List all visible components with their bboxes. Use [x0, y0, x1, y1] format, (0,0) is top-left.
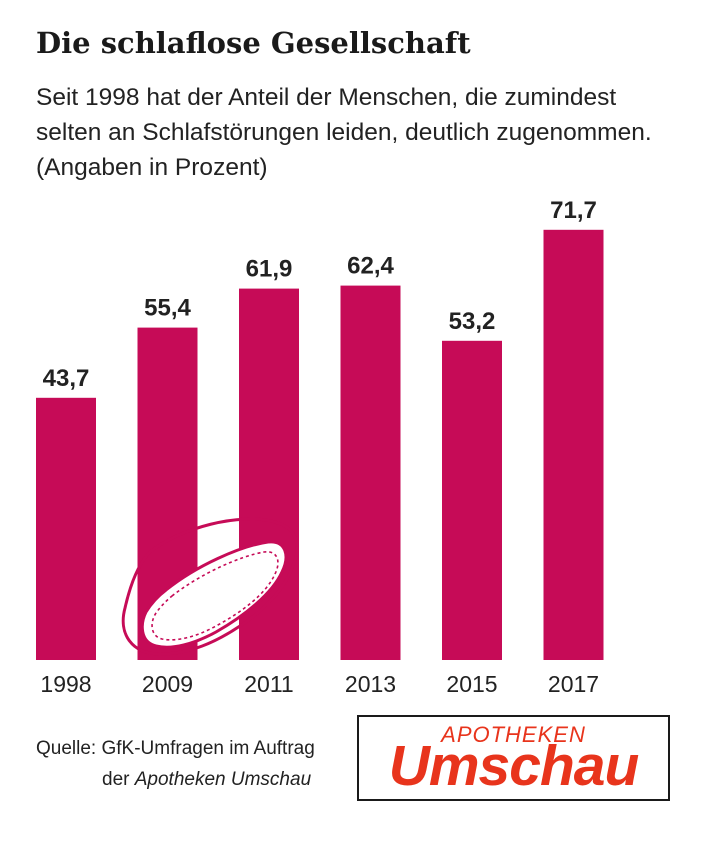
logo-top-text: APOTHEKEN — [441, 722, 586, 747]
x-tick-label-1998: 1998 — [40, 671, 91, 697]
sleep-mask-icon — [121, 517, 299, 656]
apotheken-umschau-logo: APOTHEKEN Umschau — [357, 715, 670, 801]
source-note: Quelle: GfK-Umfragen im Auftrag der Apot… — [36, 733, 315, 795]
value-label-2009: 55,4 — [144, 295, 191, 322]
chart-subtitle: Seit 1998 hat der Anteil der Menschen, d… — [36, 80, 696, 185]
x-tick-label-2013: 2013 — [345, 671, 396, 697]
bar-2013 — [340, 285, 401, 660]
value-label-2013: 62,4 — [347, 253, 394, 280]
source-line-2: der Apotheken Umschau — [36, 764, 315, 795]
bar-2015 — [442, 340, 502, 660]
bar-1998 — [36, 397, 96, 660]
x-tick-label-2011: 2011 — [244, 671, 293, 697]
source-prefix: der — [102, 769, 135, 790]
x-tick-label-2009: 2009 — [142, 671, 193, 697]
value-label-2015: 53,2 — [449, 308, 496, 335]
x-tick-label-2017: 2017 — [548, 671, 599, 697]
value-label-2011: 61,9 — [246, 256, 293, 283]
subtitle-line-3: (Angaben in Prozent) — [36, 154, 268, 181]
logo-main-text: Umschau — [388, 734, 640, 798]
source-line-1: Quelle: GfK-Umfragen im Auftrag — [36, 738, 315, 759]
subtitle-line-1: Seit 1998 hat der Anteil der Menschen, d… — [36, 84, 617, 111]
bar-2017 — [543, 229, 604, 661]
source-publication: Apotheken Umschau — [134, 769, 312, 790]
subtitle-line-2: selten an Schlafstörungen leiden, deutli… — [36, 119, 652, 146]
value-label-1998: 43,7 — [43, 365, 90, 392]
labels-group: 43,7 1998 55,4 2009 61,9 2011 62,4 2013 53,2 2015… — [40, 197, 599, 697]
value-label-2017: 71,7 — [550, 197, 597, 224]
bars-group — [36, 229, 604, 661]
chart-title: Die schlaflose Gesellschaft — [36, 26, 471, 60]
x-tick-label-2015: 2015 — [446, 671, 497, 697]
